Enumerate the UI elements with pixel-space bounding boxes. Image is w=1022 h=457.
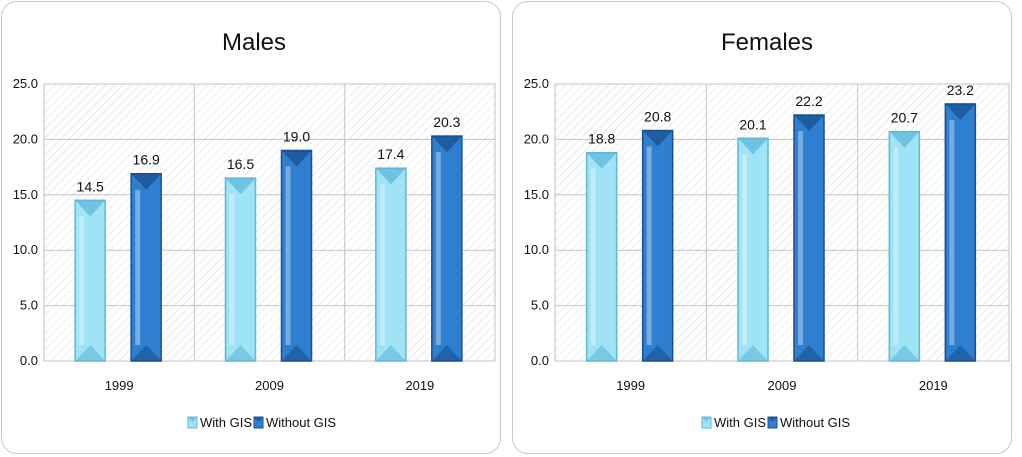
males-chart: Males 0.0 5.0 10.0 15.0 20.0 25.0 1999 14.5 16.9… — [13, 29, 496, 430]
y-tick-label: 15.0 — [524, 187, 549, 202]
bar-with-gis-1999 — [585, 151, 618, 362]
data-label: 18.8 — [588, 131, 615, 147]
y-tick-label: 10.0 — [524, 242, 549, 257]
data-label: 20.1 — [739, 116, 766, 132]
chart-title: Males — [222, 29, 286, 56]
data-label: 20.3 — [433, 114, 460, 130]
bar-with-gis-2019 — [888, 130, 921, 362]
legend-item-without-gis: Without GIS — [767, 415, 850, 430]
bar-without-gis-2019 — [944, 103, 977, 362]
data-label: 20.8 — [644, 109, 671, 125]
plot-area — [554, 83, 1010, 362]
x-tick-label: 2009 — [768, 378, 797, 393]
bar-without-gis-2009 — [280, 149, 313, 362]
y-tick-label: 20.0 — [13, 131, 38, 146]
bar-without-gis-1999 — [130, 172, 162, 362]
data-label: 22.2 — [795, 93, 822, 109]
data-label: 16.9 — [133, 152, 160, 168]
data-label: 16.5 — [227, 156, 254, 172]
legend-item-with-gis: With GIS — [701, 415, 766, 430]
x-tick-label: 1999 — [616, 378, 645, 393]
x-tick-label: 2019 — [919, 378, 948, 393]
legend-item-with-gis: With GIS — [187, 415, 252, 430]
x-tick-label: 2019 — [405, 378, 434, 393]
x-tick-label: 2009 — [255, 378, 284, 393]
legend-label: With GIS — [714, 415, 766, 430]
females-chart: Females 0.0 5.0 10.0 15.0 20.0 25.0 1999 18.8 20… — [524, 29, 1010, 430]
bar-with-gis-2019 — [375, 167, 407, 362]
y-tick-label: 25.0 — [13, 76, 38, 91]
legend-item-without-gis: Without GIS — [253, 415, 336, 430]
chart-title: Females — [721, 29, 813, 56]
bar-without-gis-2009 — [793, 114, 825, 362]
y-tick-label: 10.0 — [13, 242, 38, 257]
y-tick-label: 20.0 — [524, 131, 549, 146]
plot-area — [43, 83, 496, 362]
bar-without-gis-2019 — [431, 135, 463, 362]
y-tick-label: 0.0 — [531, 353, 549, 368]
legend-label: Without GIS — [780, 415, 850, 430]
bar-with-gis-2009 — [224, 177, 257, 362]
males-chart-panel: Males 0.0 5.0 10.0 15.0 20.0 25.0 1999 14.5 16.9… — [1, 1, 501, 454]
y-tick-label: 5.0 — [20, 298, 38, 313]
bar-with-gis-2009 — [737, 137, 769, 362]
y-tick-label: 0.0 — [20, 353, 38, 368]
data-label: 17.4 — [377, 146, 404, 162]
data-label: 20.7 — [891, 110, 918, 126]
y-tick-label: 5.0 — [531, 298, 549, 313]
x-tick-label: 1999 — [105, 378, 134, 393]
legend-label: Without GIS — [266, 415, 336, 430]
y-tick-label: 15.0 — [13, 187, 38, 202]
bar-with-gis-1999 — [74, 199, 106, 362]
y-tick-label: 25.0 — [524, 76, 549, 91]
data-label: 14.5 — [77, 178, 104, 194]
females-chart-panel: Females 0.0 5.0 10.0 15.0 20.0 25.0 1999 18.8 20… — [512, 1, 1012, 454]
data-label: 19.0 — [283, 128, 310, 144]
data-label: 23.2 — [947, 82, 974, 98]
bar-without-gis-1999 — [641, 129, 674, 362]
legend-label: With GIS — [200, 415, 252, 430]
